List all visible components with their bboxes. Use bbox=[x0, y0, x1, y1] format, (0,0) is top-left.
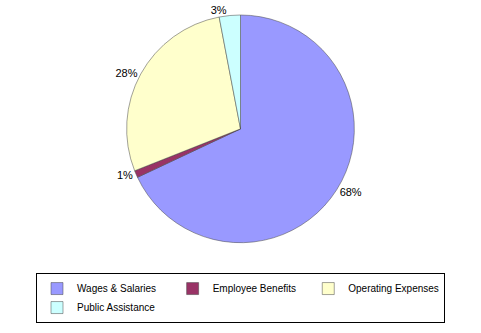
svg-text:1%: 1% bbox=[117, 169, 133, 181]
svg-text:Public Assistance: Public Assistance bbox=[77, 302, 155, 313]
svg-text:Wages & Salaries: Wages & Salaries bbox=[77, 283, 156, 294]
svg-text:Employee Benefits: Employee Benefits bbox=[213, 283, 296, 294]
svg-text:Operating Expenses: Operating Expenses bbox=[348, 283, 439, 294]
svg-text:68%: 68% bbox=[340, 186, 362, 198]
svg-text:3%: 3% bbox=[211, 4, 227, 16]
svg-text:28%: 28% bbox=[115, 67, 137, 79]
